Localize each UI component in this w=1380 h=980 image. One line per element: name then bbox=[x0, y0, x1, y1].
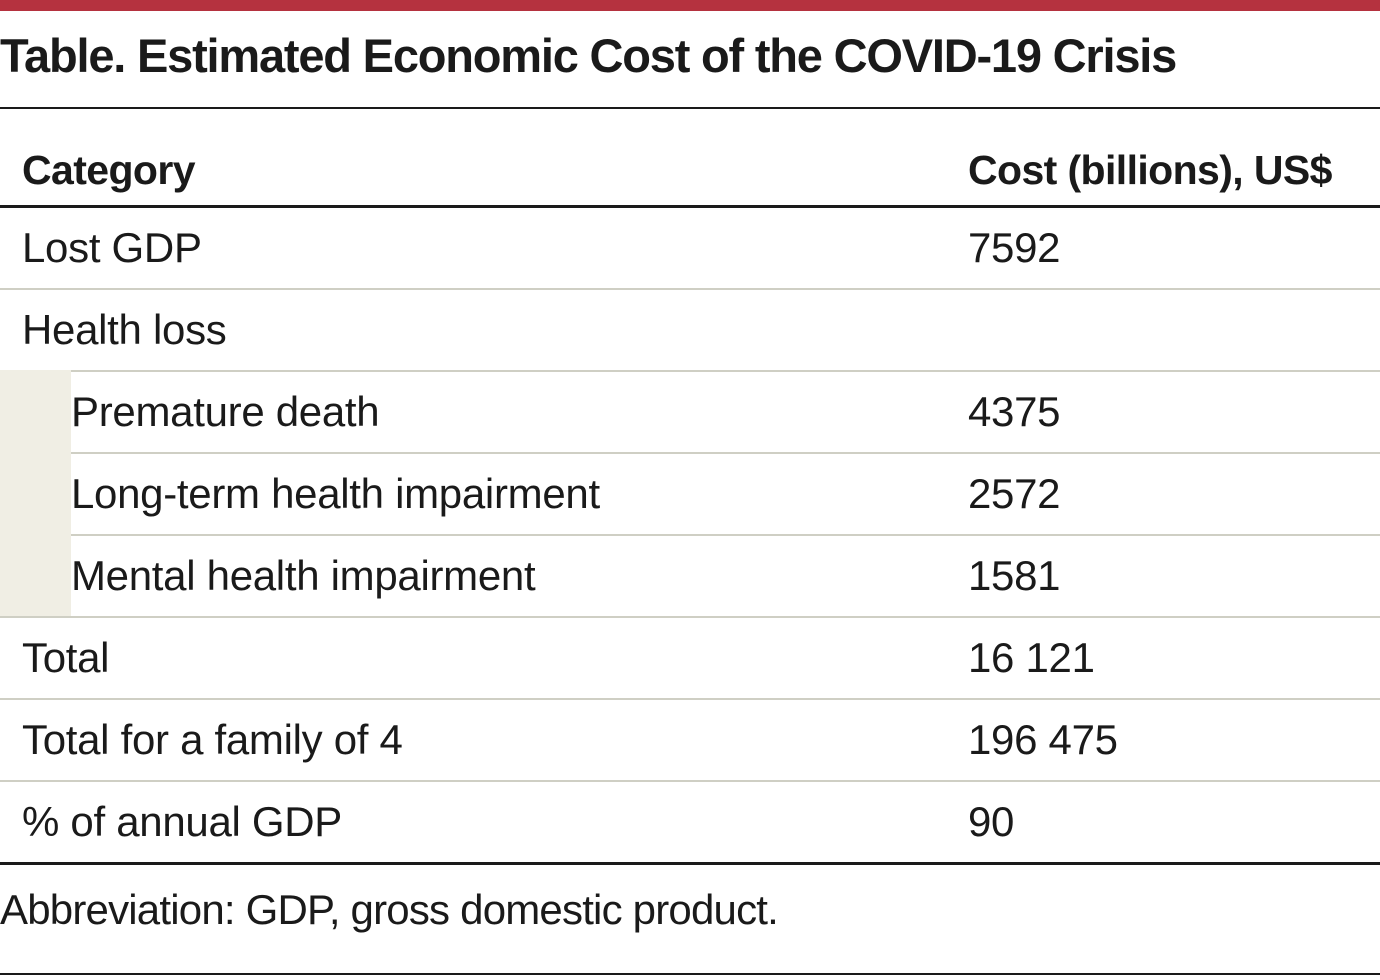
table-row: Total for a family of 4 196 475 bbox=[0, 700, 1380, 782]
header-category: Category bbox=[22, 125, 195, 205]
row-category: Long-term health impairment bbox=[71, 454, 600, 534]
table-row: Total 16 121 bbox=[0, 618, 1380, 700]
indent-marker bbox=[0, 370, 71, 452]
indent-marker bbox=[0, 534, 71, 616]
table-title: Table. Estimated Economic Cost of the CO… bbox=[0, 28, 1176, 83]
row-cost: 4375 bbox=[968, 372, 1060, 452]
row-cost: 2572 bbox=[968, 454, 1060, 534]
table-row: % of annual GDP 90 bbox=[0, 782, 1380, 865]
table-row: Mental health impairment 1581 bbox=[0, 536, 1380, 618]
row-category: Lost GDP bbox=[22, 208, 202, 288]
title-divider bbox=[0, 107, 1380, 109]
cost-table: Category Cost (billions), US$ Lost GDP 7… bbox=[0, 125, 1380, 865]
bottom-rule bbox=[0, 973, 1380, 975]
row-cost: 90 bbox=[968, 782, 1014, 862]
header-cost: Cost (billions), US$ bbox=[968, 125, 1332, 205]
table-header-row: Category Cost (billions), US$ bbox=[0, 125, 1380, 208]
row-cost: 1581 bbox=[968, 536, 1060, 616]
table-row: Long-term health impairment 2572 bbox=[0, 454, 1380, 536]
table-row: Lost GDP 7592 bbox=[0, 208, 1380, 290]
top-accent-rule bbox=[0, 0, 1380, 11]
table-row: Health loss bbox=[0, 290, 1380, 372]
row-category: Health loss bbox=[22, 290, 226, 370]
indent-marker bbox=[0, 452, 71, 534]
row-category: % of annual GDP bbox=[22, 782, 342, 862]
row-cost: 196 475 bbox=[968, 700, 1118, 780]
row-category: Total bbox=[22, 618, 109, 698]
row-category: Premature death bbox=[71, 372, 379, 452]
row-category: Mental health impairment bbox=[71, 536, 535, 616]
table-row: Premature death 4375 bbox=[0, 372, 1380, 454]
table-footnote: Abbreviation: GDP, gross domestic produc… bbox=[0, 886, 778, 934]
row-category: Total for a family of 4 bbox=[22, 700, 403, 780]
row-cost: 16 121 bbox=[968, 618, 1095, 698]
row-cost: 7592 bbox=[968, 208, 1060, 288]
